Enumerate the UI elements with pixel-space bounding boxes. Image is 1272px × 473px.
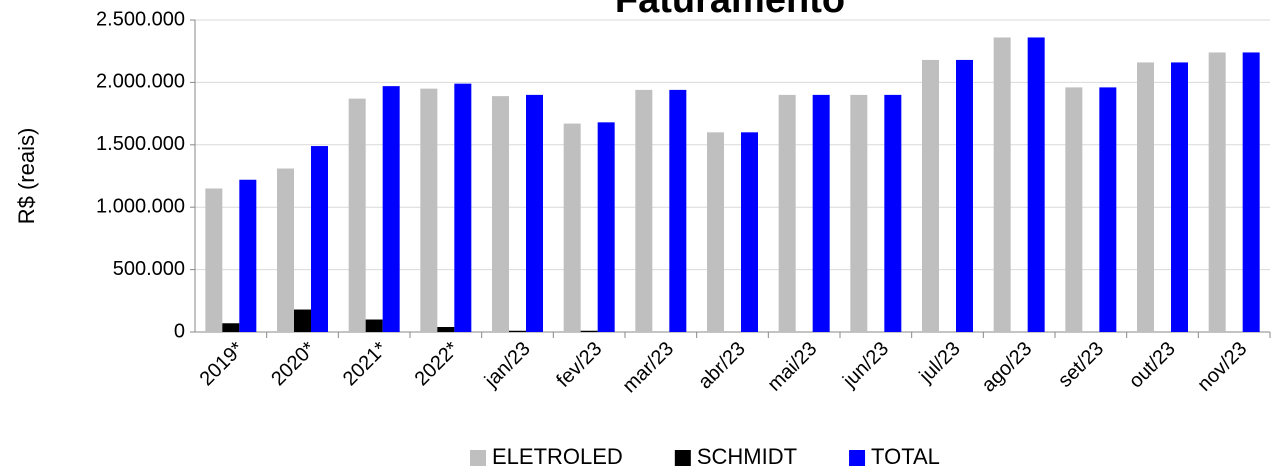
x-tick-label: fev/23	[552, 338, 606, 392]
chart-title: Faturamento	[615, 0, 845, 21]
x-tick-label: jun/23	[838, 338, 893, 393]
y-tick-label: 0	[174, 320, 185, 342]
bar	[778, 94, 796, 332]
x-tick-label: jan/23	[480, 338, 535, 393]
x-tick-label: abr/23	[694, 338, 750, 394]
bar	[454, 83, 472, 332]
bar	[294, 309, 311, 332]
bar	[365, 319, 383, 332]
x-tick-label: ago/23	[978, 338, 1037, 397]
bar	[205, 188, 223, 332]
legend-swatch	[849, 450, 866, 466]
bar	[993, 37, 1011, 333]
y-axis-label: R$ (reais)	[14, 128, 39, 225]
bar	[437, 327, 455, 332]
y-tick-label: 500.000	[113, 258, 185, 280]
bar	[707, 132, 724, 332]
bar	[420, 88, 438, 332]
bar	[812, 94, 830, 332]
bar	[850, 94, 868, 332]
bar	[635, 89, 653, 332]
x-tick-label: nov/23	[1193, 338, 1251, 396]
y-tick-label: 1.500.000	[96, 133, 185, 155]
bar	[580, 330, 598, 332]
bar	[1242, 52, 1260, 332]
x-tick-label: 2019*	[196, 338, 249, 391]
x-tick-label: out/23	[1125, 338, 1180, 393]
bar	[1171, 62, 1188, 332]
legend-label: ELETROLED	[492, 444, 623, 469]
bar	[311, 146, 328, 332]
bar	[741, 132, 758, 332]
bar	[669, 89, 687, 332]
bar	[222, 323, 240, 332]
bar	[1137, 62, 1154, 332]
bar	[563, 123, 581, 332]
x-tick-label: jul/23	[915, 338, 965, 388]
x-tick-label: 2021*	[339, 338, 392, 391]
legend-swatch	[674, 450, 691, 466]
bar	[597, 122, 615, 332]
bar	[526, 94, 543, 332]
y-tick-label: 1.000.000	[96, 195, 185, 217]
bar	[922, 59, 939, 332]
bar	[348, 98, 366, 333]
x-tick-label: 2022*	[411, 338, 464, 391]
legend-swatch	[470, 450, 486, 466]
bar	[509, 330, 526, 332]
bar	[277, 168, 294, 332]
x-tick-label: set/23	[1054, 338, 1108, 392]
bar	[492, 96, 509, 333]
y-tick-label: 2.000.000	[96, 71, 185, 93]
y-tick-label: 2.500.000	[96, 8, 185, 30]
bar	[382, 86, 400, 332]
x-tick-label: mar/23	[619, 338, 679, 398]
bar	[239, 179, 257, 332]
bar	[1099, 87, 1117, 332]
bar	[956, 59, 973, 332]
x-tick-label: mai/23	[763, 338, 821, 396]
bar	[1208, 52, 1226, 332]
bar	[1027, 37, 1045, 333]
bar	[884, 94, 902, 332]
legend-label: TOTAL	[871, 444, 940, 469]
bar	[1065, 87, 1083, 332]
x-tick-label: 2020*	[267, 338, 320, 391]
legend-label: SCHMIDT	[697, 444, 797, 469]
